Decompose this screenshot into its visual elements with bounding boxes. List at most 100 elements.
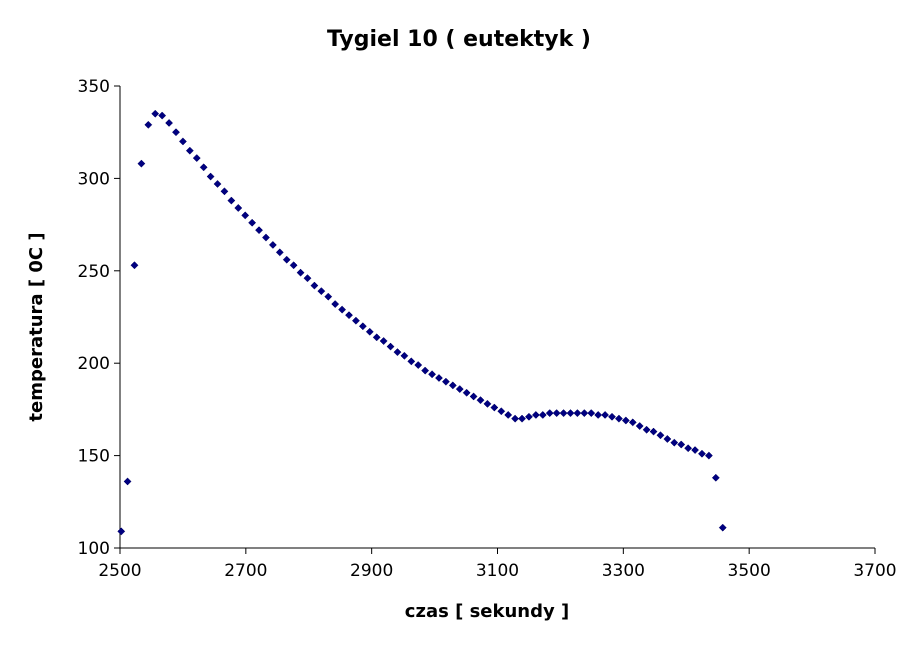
data-point: [435, 374, 443, 382]
data-point: [117, 527, 126, 536]
data-point: [137, 159, 146, 168]
data-point: [628, 418, 637, 427]
data-point: [227, 196, 236, 205]
x-tick-label: 3700: [853, 561, 896, 581]
data-point: [123, 477, 132, 486]
data-point: [192, 154, 201, 163]
data-point: [663, 435, 672, 443]
data-point: [441, 377, 450, 386]
data-point: [248, 218, 257, 227]
data-point: [144, 120, 153, 129]
x-tick-label: 2700: [224, 561, 267, 581]
data-point: [165, 119, 174, 127]
data-point: [428, 370, 437, 379]
data-point: [704, 451, 713, 460]
data-point: [324, 292, 333, 301]
data-point: [455, 385, 464, 394]
data-point: [213, 179, 222, 188]
x-axis-label: czas [ sekundy ]: [405, 601, 569, 622]
data-point: [476, 396, 485, 405]
data-point: [448, 381, 457, 390]
data-point: [407, 357, 416, 366]
data-point: [158, 111, 167, 120]
data-point: [545, 409, 554, 418]
data-point: [275, 248, 284, 257]
data-point: [206, 172, 215, 181]
data-point: [268, 240, 277, 249]
data-point: [698, 449, 706, 458]
data-point: [345, 311, 353, 320]
data-point: [497, 407, 506, 416]
data-point: [331, 300, 340, 309]
data-point: [608, 412, 616, 421]
data-point: [649, 427, 658, 436]
data-point: [525, 412, 533, 421]
y-axis-label: temperatura [ 0C ]: [26, 232, 47, 421]
data-point: [621, 416, 630, 425]
data-point: [504, 410, 513, 419]
data-point: [241, 211, 250, 220]
data-point: [393, 348, 402, 357]
data-point: [379, 337, 388, 345]
y-tick-label: 100: [78, 539, 110, 559]
data-point: [483, 399, 492, 408]
data-point: [580, 409, 589, 418]
y-axis-ticks: 100 150 200 250 300 350: [78, 77, 120, 559]
data-point: [566, 409, 575, 418]
data-point: [262, 233, 270, 242]
data-point: [338, 305, 347, 314]
x-axis-ticks: 2500 2700 2900 3100 3300 3500 3700: [98, 548, 897, 581]
data-point: [372, 333, 381, 342]
y-tick-label: 350: [78, 77, 110, 97]
data-point: [151, 109, 160, 118]
data-point: [130, 261, 139, 270]
data-point: [282, 255, 291, 264]
data-point: [199, 163, 208, 172]
data-point: [220, 187, 229, 196]
data-point: [691, 446, 700, 455]
data-point: [656, 431, 665, 440]
data-point: [538, 410, 547, 419]
chart-title: Tygiel 10 ( eutektyk ): [327, 27, 591, 52]
data-point: [601, 410, 610, 419]
data-point: [642, 425, 651, 434]
data-point: [317, 287, 326, 296]
data-point: [635, 422, 644, 430]
data-point: [234, 204, 243, 212]
data-point: [386, 342, 395, 351]
data-point: [172, 128, 180, 137]
x-tick-label: 3100: [476, 561, 519, 581]
x-tick-label: 3500: [728, 561, 771, 581]
data-point: [185, 146, 194, 155]
data-point: [358, 322, 367, 331]
data-point: [670, 438, 679, 447]
x-tick-label: 2900: [350, 561, 393, 581]
data-point: [469, 392, 478, 401]
data-point: [414, 361, 423, 370]
data-points: [117, 109, 727, 536]
data-point: [511, 414, 520, 423]
data-point: [351, 316, 360, 325]
y-tick-label: 200: [78, 354, 110, 374]
data-point: [296, 268, 305, 277]
data-point: [303, 274, 312, 283]
data-point: [614, 414, 623, 423]
data-point: [587, 409, 596, 418]
chart-title-group: Tygiel 10 ( eutektyk ): [327, 27, 591, 52]
data-point: [518, 414, 526, 423]
data-point: [711, 473, 720, 482]
x-tick-label: 2500: [98, 561, 141, 581]
data-point: [531, 410, 540, 419]
data-point: [677, 440, 686, 449]
y-tick-label: 300: [78, 169, 110, 189]
plot-area: 2500 2700 2900 3100 3300 3500 3700 100 150 200 25…: [78, 77, 897, 581]
data-point: [490, 403, 499, 412]
data-point: [573, 409, 582, 418]
data-point: [178, 137, 187, 146]
data-point: [289, 261, 298, 270]
data-point: [400, 351, 409, 360]
data-point: [310, 281, 319, 290]
y-tick-label: 250: [78, 262, 110, 282]
data-point: [718, 523, 727, 532]
